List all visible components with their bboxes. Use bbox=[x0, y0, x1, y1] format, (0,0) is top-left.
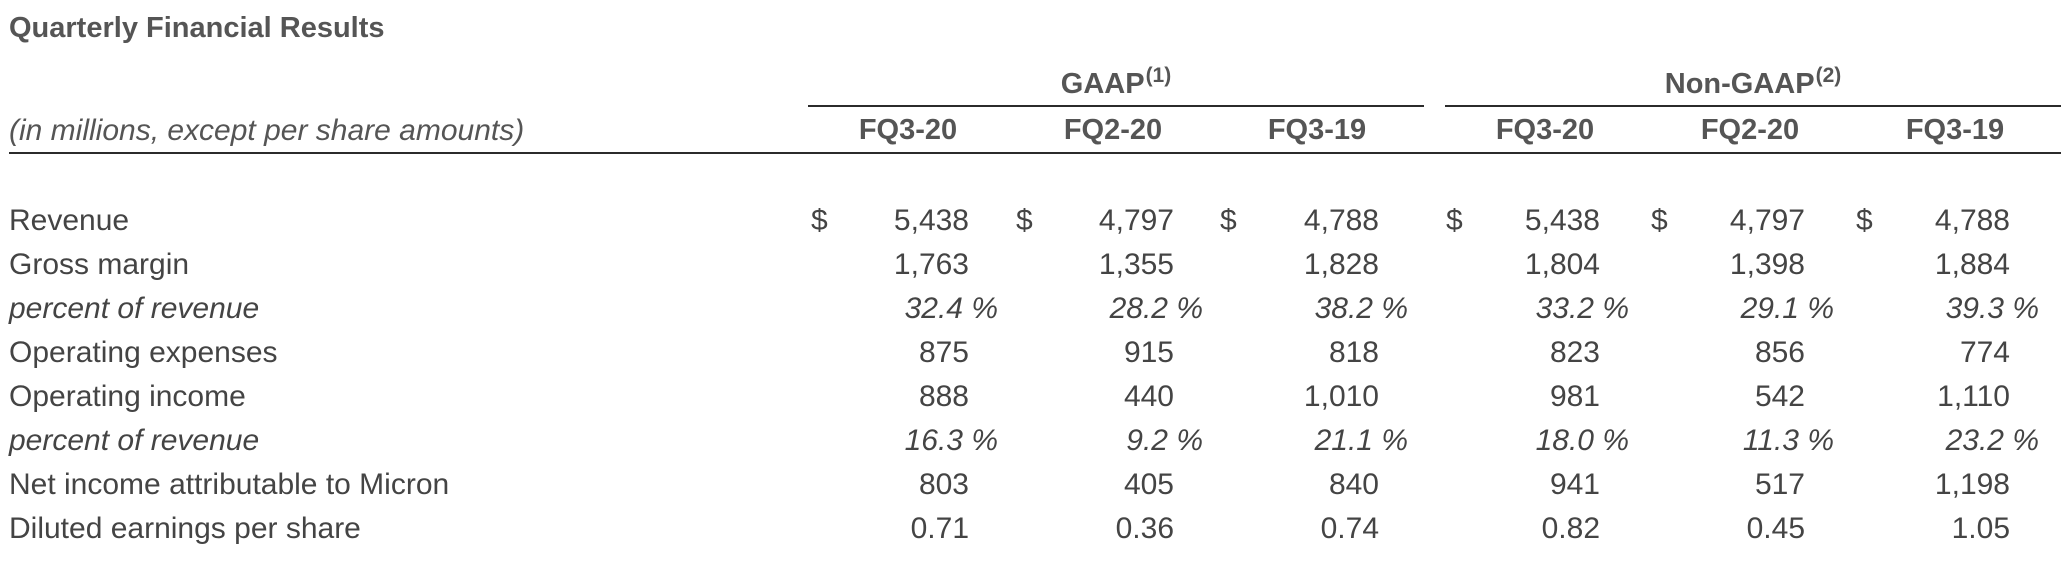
row-label: percent of revenue bbox=[9, 292, 260, 325]
table-cell: 542 bbox=[1754, 380, 1805, 413]
table-cell: 33.2 % bbox=[1535, 292, 1629, 325]
table-cell: 16.3 % bbox=[904, 424, 998, 457]
group-header-label: Non-GAAP bbox=[1664, 68, 1815, 100]
table-cell: 1,828 bbox=[1303, 248, 1379, 281]
column-header: FQ3-19 bbox=[1267, 114, 1367, 146]
table-cell: 11.3 % bbox=[1742, 424, 1834, 457]
header-bottom-rule bbox=[9, 152, 2061, 154]
group-header-gaap: GAAP(1) bbox=[808, 64, 1424, 101]
group-header-label: GAAP bbox=[1060, 68, 1145, 100]
table-cell: 915 bbox=[1123, 336, 1174, 369]
table-cell: 1,884 bbox=[1934, 248, 2010, 281]
table-cell: 0.82 bbox=[1541, 512, 1600, 545]
currency-symbol: $ bbox=[1651, 204, 1668, 237]
footnote-marker: (2) bbox=[1815, 64, 1842, 87]
page-title: Quarterly Financial Results bbox=[9, 12, 385, 44]
row-label: Revenue bbox=[9, 204, 130, 237]
table-cell: 875 bbox=[918, 336, 969, 369]
table-cell: 28.2 % bbox=[1109, 292, 1203, 325]
table-cell: 803 bbox=[918, 468, 969, 501]
column-header: FQ2-20 bbox=[1700, 114, 1800, 146]
table-cell: 9.2 % bbox=[1126, 424, 1203, 457]
row-label: Operating expenses bbox=[9, 336, 278, 369]
table-cell: 29.1 % bbox=[1740, 292, 1834, 325]
table-cell: 818 bbox=[1328, 336, 1379, 369]
row-label: Diluted earnings per share bbox=[9, 512, 361, 545]
table-cell: 888 bbox=[918, 380, 969, 413]
table-cell: 21.1 % bbox=[1314, 424, 1408, 457]
table-cell: 0.74 bbox=[1320, 512, 1379, 545]
table-cell: 4,788 bbox=[1934, 204, 2010, 237]
table-cell: 1,010 bbox=[1303, 380, 1379, 413]
table-cell: 840 bbox=[1328, 468, 1379, 501]
table-cell: 517 bbox=[1754, 468, 1805, 501]
currency-symbol: $ bbox=[811, 204, 828, 237]
table-cell: 0.36 bbox=[1115, 512, 1174, 545]
table-cell: 38.2 % bbox=[1314, 292, 1408, 325]
column-header: FQ2-20 bbox=[1063, 114, 1163, 146]
table-cell: 1,355 bbox=[1098, 248, 1174, 281]
table-cell: 774 bbox=[1959, 336, 2010, 369]
table-cell: 981 bbox=[1549, 380, 1600, 413]
table-cell: 823 bbox=[1549, 336, 1600, 369]
table-cell: 1,110 bbox=[1937, 380, 2010, 413]
table-cell: 440 bbox=[1123, 380, 1174, 413]
row-label: Gross margin bbox=[9, 248, 190, 281]
table-cell: 856 bbox=[1754, 336, 1805, 369]
table-cell: 1,198 bbox=[1934, 468, 2010, 501]
table-cell: 0.45 bbox=[1746, 512, 1805, 545]
units-note: (in millions, except per share amounts) bbox=[9, 114, 525, 147]
table-cell: 1,804 bbox=[1524, 248, 1600, 281]
row-label: percent of revenue bbox=[9, 424, 260, 457]
table-cell: 941 bbox=[1549, 468, 1600, 501]
table-cell: 4,788 bbox=[1303, 204, 1379, 237]
table-cell: 405 bbox=[1123, 468, 1174, 501]
currency-symbol: $ bbox=[1856, 204, 1873, 237]
footnote-marker: (1) bbox=[1145, 64, 1172, 87]
column-header: FQ3-20 bbox=[858, 114, 958, 146]
table-cell: 5,438 bbox=[1524, 204, 1600, 237]
column-header: FQ3-19 bbox=[1905, 114, 2005, 146]
table-cell: 4,797 bbox=[1729, 204, 1805, 237]
group-underline-non-gaap bbox=[1445, 105, 2061, 107]
column-header: FQ3-20 bbox=[1495, 114, 1595, 146]
table-cell: 0.71 bbox=[910, 512, 969, 545]
table-cell: 39.3 % bbox=[1945, 292, 2039, 325]
table-cell: 1,763 bbox=[893, 248, 969, 281]
table-cell: 1,398 bbox=[1729, 248, 1805, 281]
group-header-non-gaap: Non-GAAP(2) bbox=[1445, 64, 2061, 101]
table-cell: 1.05 bbox=[1951, 512, 2010, 545]
currency-symbol: $ bbox=[1446, 204, 1463, 237]
row-label: Net income attributable to Micron bbox=[9, 468, 450, 501]
currency-symbol: $ bbox=[1220, 204, 1237, 237]
row-label: Operating income bbox=[9, 380, 246, 413]
table-cell: 32.4 % bbox=[904, 292, 998, 325]
currency-symbol: $ bbox=[1016, 204, 1033, 237]
table-cell: 23.2 % bbox=[1945, 424, 2039, 457]
table-cell: 4,797 bbox=[1098, 204, 1174, 237]
table-cell: 18.0 % bbox=[1535, 424, 1629, 457]
group-underline-gaap bbox=[808, 105, 1424, 107]
table-cell: 5,438 bbox=[893, 204, 969, 237]
